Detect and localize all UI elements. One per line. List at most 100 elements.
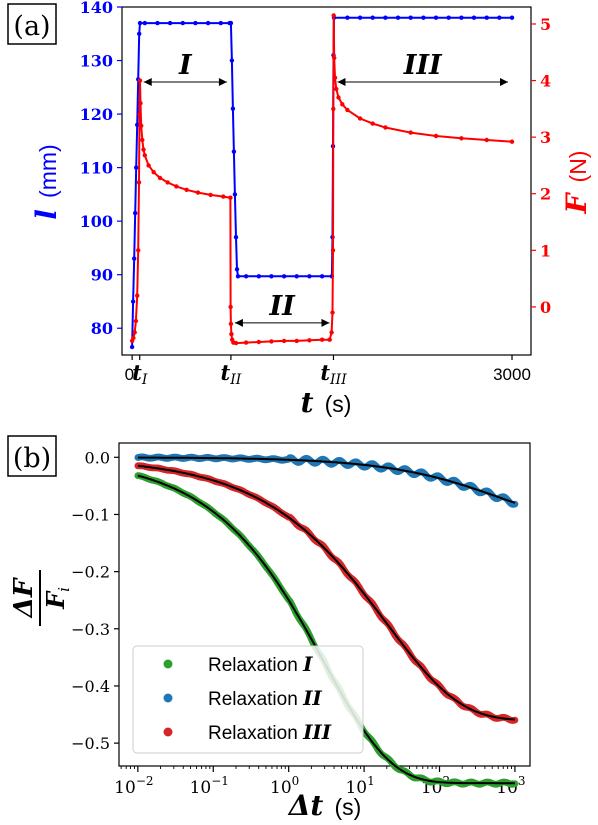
panel-b-xlabel-symbol: Δt [287,789,324,822]
right-y-tick-label: 5 [540,15,551,34]
right-series-point [433,133,439,139]
left-y-tick-label: 100 [80,212,113,231]
right-series-point [256,339,261,345]
right-series-point [330,248,336,253]
left-series-point [281,274,287,279]
panel-b-ylabel-denominator: Fi [41,587,73,610]
panel-b-xlabel-unit: (s) [334,794,361,820]
right-series-point [157,175,163,181]
left-y-tick-label: 80 [91,319,113,338]
left-y-tick-label: 140 [80,0,113,17]
panel-a-ylabel-right-symbol: F [560,191,593,214]
right-series-point [135,293,140,298]
left-series-point [231,149,237,154]
left-series-point [446,15,451,20]
right-series-point [370,121,375,126]
legend-label-prefix: Relaxation [208,689,303,710]
right-series-point [139,123,144,128]
left-series-point [408,15,413,20]
panel-b-series [134,453,519,788]
right-series-point [331,13,336,18]
right-series-point [151,170,156,175]
x-tick-label: 101 [345,774,374,798]
legend-label-symbol: III [302,720,332,744]
left-series-point [319,274,325,279]
x-tick-base: 10 [270,778,292,798]
x-tick-exponent: 3 [518,774,526,788]
right-series-point [269,339,274,344]
left-series-point [233,235,239,240]
right-series-point [195,190,201,195]
right-series-point [208,192,213,198]
right-series-point [136,180,142,185]
left-series-point [218,20,223,26]
panel-a-axes-frame [121,6,532,356]
right-series-point [336,95,341,100]
x-tick-label: 10−1 [190,774,229,798]
right-series-point [334,86,339,92]
left-series-point [135,122,140,128]
left-series-point [497,15,502,20]
annotation-arrowhead-right [218,77,227,86]
right-series-point [229,331,234,337]
right-series-point [281,338,287,344]
x-tick-label: 100 [270,774,299,798]
event-main: t [221,360,231,385]
x-event-tick-label: tIII [320,360,347,388]
panel-a-xlabel-symbol: t [301,386,314,419]
x-tick-base: 10 [114,778,136,798]
left-series-point [484,15,489,20]
relaxation-point [511,716,519,724]
left-series-point [205,20,211,26]
left-series-point [137,20,143,26]
x-tick-label: 10−2 [114,774,153,798]
left-series-point [142,20,147,26]
annotation-label: II [269,291,297,322]
legend-label-prefix: Relaxation [208,655,303,676]
right-y-tick-label: 1 [540,241,551,260]
annotation-arrowhead-right [321,318,330,327]
left-series-point [294,274,299,279]
right-series-point [136,248,141,253]
left-series-point [180,20,185,26]
panel-a-xlabel-unit: (s) [325,391,352,417]
right-series-point [221,194,226,199]
panel-a-ylabel-left: l (mm) [30,144,63,219]
x-tick-label: 3000 [493,365,531,384]
right-series-point [228,321,234,327]
right-series-point [345,107,350,113]
x-event-tick-label: tI [132,360,148,388]
legend-label: Relaxation I [208,652,313,676]
left-series-point [167,20,173,26]
legend-label: Relaxation II [208,686,322,710]
left-series-point [509,15,515,20]
right-series-point [140,137,145,143]
event-main: t [132,360,142,385]
left-series-point [243,274,249,279]
right-series-point [228,195,233,200]
x-tick-exponent: 0 [292,774,300,788]
left-series-point [232,192,238,197]
panel-a-tag: (a) [13,11,50,42]
fit-curve [137,464,515,721]
panel-a-xlabel: t (s) [301,386,352,419]
legend-label-symbol: I [302,652,313,676]
legend-marker [163,659,173,669]
right-series-point [408,130,413,135]
x-event-tick-label: tII [221,360,242,388]
right-series-point [137,112,142,117]
y-tick-label: 0.0 [85,448,110,467]
left-y-tick-label: 90 [91,266,113,285]
right-series-point [332,75,338,80]
right-series-point [138,101,143,106]
panel-a-ylabel-right-unit: (N) [565,151,591,183]
x-tick-exponent: −1 [211,774,229,788]
panel-a-ylabel-left-unit: (mm) [35,144,61,198]
annotation-arrowhead-right [500,77,509,86]
left-series-point [357,15,363,20]
left-y-tick-label: 130 [80,52,113,71]
right-series-point [331,106,336,112]
